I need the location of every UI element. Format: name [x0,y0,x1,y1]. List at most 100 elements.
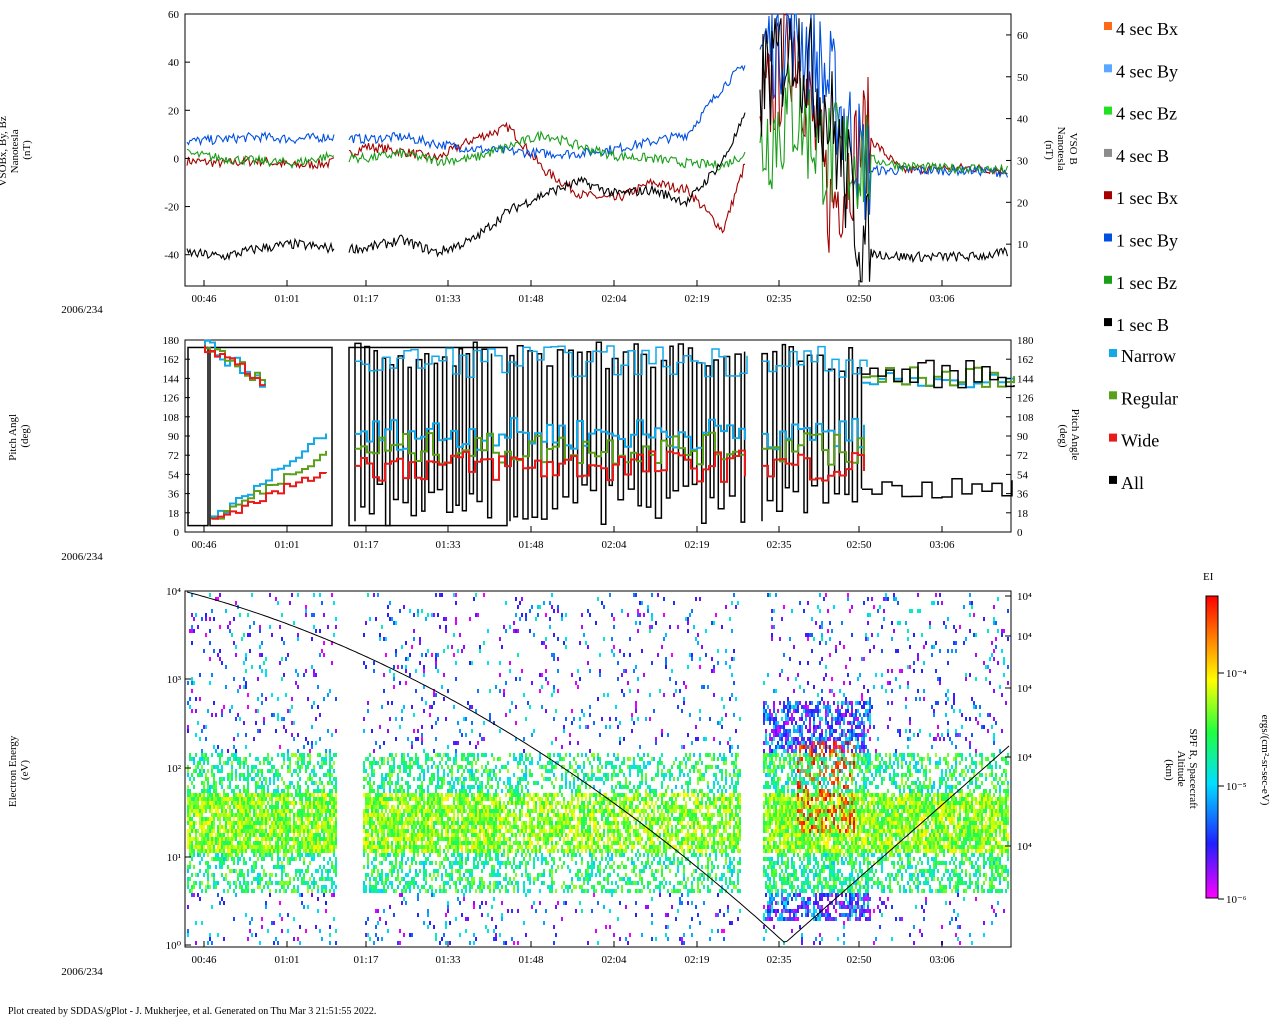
spectrogram-cell [453,805,455,809]
spectrogram-cell [225,801,227,805]
spectrogram-cell [399,837,401,841]
spectrogram-cell [597,793,599,797]
spectrogram-cell [303,845,305,849]
spectrogram-cell [255,845,257,849]
spectrogram-cell [543,825,545,829]
spectrogram-cell [587,873,589,877]
spectrogram-cell [217,825,219,829]
spectrogram-cell [233,861,235,865]
spectrogram-cell [475,821,477,825]
spectrogram-cell [387,873,389,877]
spectrogram-cell [555,833,557,837]
spectrogram-cell [419,797,421,801]
spectrogram-cell [407,845,409,849]
spectrogram-cell [257,729,259,733]
spectrogram-cell [255,849,257,853]
spectrogram-cell [379,725,381,729]
spectrogram-cell [319,853,321,857]
spectrogram-cell [521,813,523,817]
spectrogram-cell [245,841,247,845]
spectrogram-cell [255,785,257,789]
spectrogram-cell [593,893,595,897]
spectrogram-cell [329,837,331,841]
spectrogram-cell [467,849,469,853]
spectrogram-cell [579,869,581,873]
spectrogram-cell [511,793,513,797]
spectrogram-cell [413,837,415,841]
spectrogram-cell [427,805,429,809]
spectrogram-cell [293,753,295,757]
spectrogram-cell [247,805,249,809]
spectrogram-cell [415,793,417,797]
spectrogram-cell [207,853,209,857]
spectrogram-cell [553,849,555,853]
spectrogram-cell [599,809,601,813]
spectrogram-cell [453,757,455,761]
spectrogram-cell [473,817,475,821]
spectrogram-cell [567,833,569,837]
spectrogram-cell [335,817,337,821]
spectrogram-cell [281,829,283,833]
spectrogram-cell [429,801,431,805]
spectrogram-cell [191,809,193,813]
spectrogram-cell [381,773,383,777]
spectrogram-cell [307,825,309,829]
spectrogram-cell [551,869,553,873]
spectrogram-cell [261,797,263,801]
spectrogram-cell [413,637,415,641]
ylabel-line-3: (nT) [21,140,33,160]
spectrogram-cell [271,693,273,697]
spectrogram-cell [551,841,553,845]
spectrogram-cell [451,825,453,829]
spectrogram-cell [439,785,441,789]
spectrogram-cell [217,845,219,849]
spectrogram-cell [433,805,435,809]
spectrogram-cell [243,785,245,789]
spectrogram-cell [207,849,209,853]
pa-legend-swatch [1109,349,1117,357]
spectrogram-cell [383,833,385,837]
spectrogram-cell [243,685,245,689]
spectrogram-cell [369,845,371,849]
spectrogram-cell [325,793,327,797]
spectrogram-cell [579,789,581,793]
spectrogram-cell [209,821,211,825]
spectrogram-cell [193,805,195,809]
spectrogram-cell [509,821,511,825]
spectrogram-cell [461,913,463,917]
spectrogram-cell [215,853,217,857]
spectrogram-cell [275,813,277,817]
spectrogram-cell [197,805,199,809]
spectrogram-cell [595,821,597,825]
spectrogram-cell [269,769,271,773]
spectrogram-cell [259,645,261,649]
spectrogram-cell [539,809,541,813]
spectrogram-cell [263,833,265,837]
spectrogram-cell [323,849,325,853]
spectrogram-cell [527,801,529,805]
spectrogram-cell [435,937,437,941]
spectrogram-cell [581,825,583,829]
spectrogram-cell [567,837,569,841]
spectrogram-cell [233,805,235,809]
spectrogram-cell [485,809,487,813]
spectrogram-cell [513,809,515,813]
spectrogram-cell [219,781,221,785]
spectrogram-cell [505,861,507,865]
spectrogram-cell [439,817,441,821]
spectrogram-cell [549,761,551,765]
spectrogram-cell [479,789,481,793]
spectrogram-cell [315,717,317,721]
spectrogram-cell [223,889,225,893]
spectrogram-cell [581,833,583,837]
spectrogram-cell [241,841,243,845]
spectrogram-cell [323,821,325,825]
spectrogram-cell [371,849,373,853]
spectrogram-cell [551,781,553,785]
spectrogram-cell [265,669,267,673]
spectrogram-cell [429,713,431,717]
spectrogram-cell [545,857,547,861]
spectrogram-cell [581,857,583,861]
spectrogram-cell [385,921,387,925]
spectrogram-cell [389,833,391,837]
